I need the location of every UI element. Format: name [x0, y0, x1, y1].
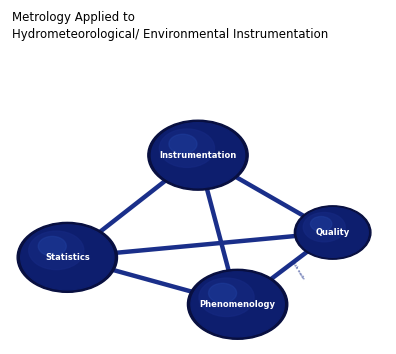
Circle shape	[38, 236, 66, 256]
Circle shape	[169, 134, 197, 154]
Text: Phenomenology: Phenomenology	[200, 300, 276, 309]
Text: Instrumentation: Instrumentation	[159, 151, 237, 160]
Circle shape	[303, 212, 345, 242]
Circle shape	[159, 129, 215, 167]
Circle shape	[209, 283, 236, 303]
Text: Quality: Quality	[316, 228, 350, 237]
Circle shape	[17, 222, 118, 292]
Circle shape	[148, 120, 248, 190]
Circle shape	[297, 208, 368, 257]
Circle shape	[310, 217, 332, 232]
Circle shape	[151, 123, 245, 188]
Circle shape	[191, 272, 284, 337]
Text: Metrology Applied to
Hydrometeorological/ Environmental Instrumentation: Metrology Applied to Hydrometeorological…	[12, 11, 328, 41]
Text: Statistics: Statistics	[45, 253, 90, 262]
Circle shape	[21, 225, 114, 290]
Circle shape	[294, 206, 371, 259]
Circle shape	[187, 269, 288, 339]
Text: 5th node: 5th node	[291, 262, 305, 280]
Circle shape	[29, 231, 84, 270]
Circle shape	[199, 278, 254, 316]
